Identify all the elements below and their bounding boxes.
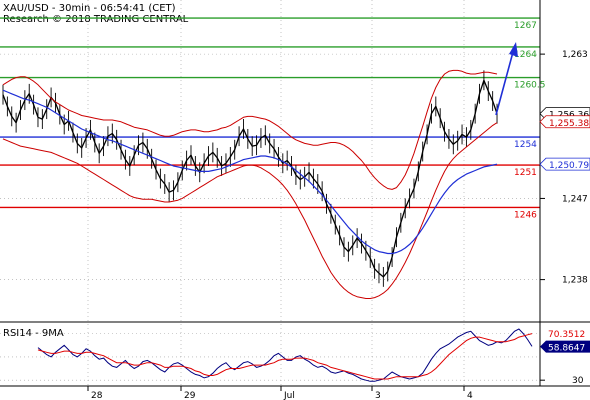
price-tag-ma xyxy=(539,157,590,171)
x-tick-label: Jul xyxy=(283,391,295,400)
rsi-tag-label-rsi: 58.8647 xyxy=(548,344,585,354)
rsi-panel: RSI14 - 9MA 30 70.3512 58.8647 xyxy=(0,322,590,386)
rsi-tags: 70.3512 58.8647 xyxy=(540,330,590,354)
rsi-series xyxy=(37,328,533,382)
price-tick-label: 1,263 xyxy=(562,50,588,60)
level-label-1267: 1267 xyxy=(514,21,537,31)
price-series xyxy=(2,69,498,299)
forecast-arrow-head xyxy=(509,42,518,57)
price-tick-label: 1,247 xyxy=(562,194,588,204)
price-tags: 1,256.361,255.381,250.79 xyxy=(539,107,590,171)
chart-title: XAU/USD - 30min - 06:54:41 (CET) xyxy=(3,3,176,14)
rsi-tag-rsi xyxy=(540,340,590,353)
level-label-1251: 1251 xyxy=(514,168,537,178)
x-tick-label: 3 xyxy=(375,391,381,400)
x-tick-label: 29 xyxy=(184,391,196,400)
rsi-axis-ticks: 30 xyxy=(540,376,584,386)
level-label-1264: 1264 xyxy=(514,50,537,60)
x-axis-labels: 28 29 Jul 3 4 xyxy=(87,386,473,400)
x-tick-label: 4 xyxy=(467,391,473,400)
forecast-arrow-shaft xyxy=(495,51,514,116)
rsi-tick-label: 30 xyxy=(572,376,584,386)
rsi-tag-label-rsi-ma: 70.3512 xyxy=(548,330,585,340)
level-label-1260.5: 1260.5 xyxy=(514,81,546,91)
level-lines: 1267 1264 1260.5 1254 1251 1246 xyxy=(0,17,546,220)
price-tag-label-bb: 1,255.38 xyxy=(549,119,589,129)
series-line-ma xyxy=(2,89,498,255)
price-axis-ticks: 1,263 1,247 1,238 xyxy=(540,50,588,286)
forecast-arrow xyxy=(495,42,518,116)
x-tick-label: 28 xyxy=(91,391,103,400)
price-tag-bb xyxy=(539,115,590,129)
chart-subtitle: Research © 2018 TRADING CENTRAL xyxy=(3,14,189,25)
level-label-1254: 1254 xyxy=(514,140,537,150)
price-gridlines xyxy=(0,0,540,386)
price-tick-label: 1,238 xyxy=(562,276,588,286)
rsi-line-rsi xyxy=(37,328,533,382)
price-tag-label-ma: 1,250.79 xyxy=(549,161,589,171)
rsi-gridlines xyxy=(0,333,540,381)
indicator-label: RSI14 - 9MA xyxy=(3,328,64,339)
series-line-price xyxy=(2,79,498,278)
rsi-line-rsi-ma xyxy=(37,333,533,380)
level-label-1246: 1246 xyxy=(514,210,537,220)
series-line-bb-lower xyxy=(2,122,498,299)
series-line-bb-upper xyxy=(2,69,498,190)
